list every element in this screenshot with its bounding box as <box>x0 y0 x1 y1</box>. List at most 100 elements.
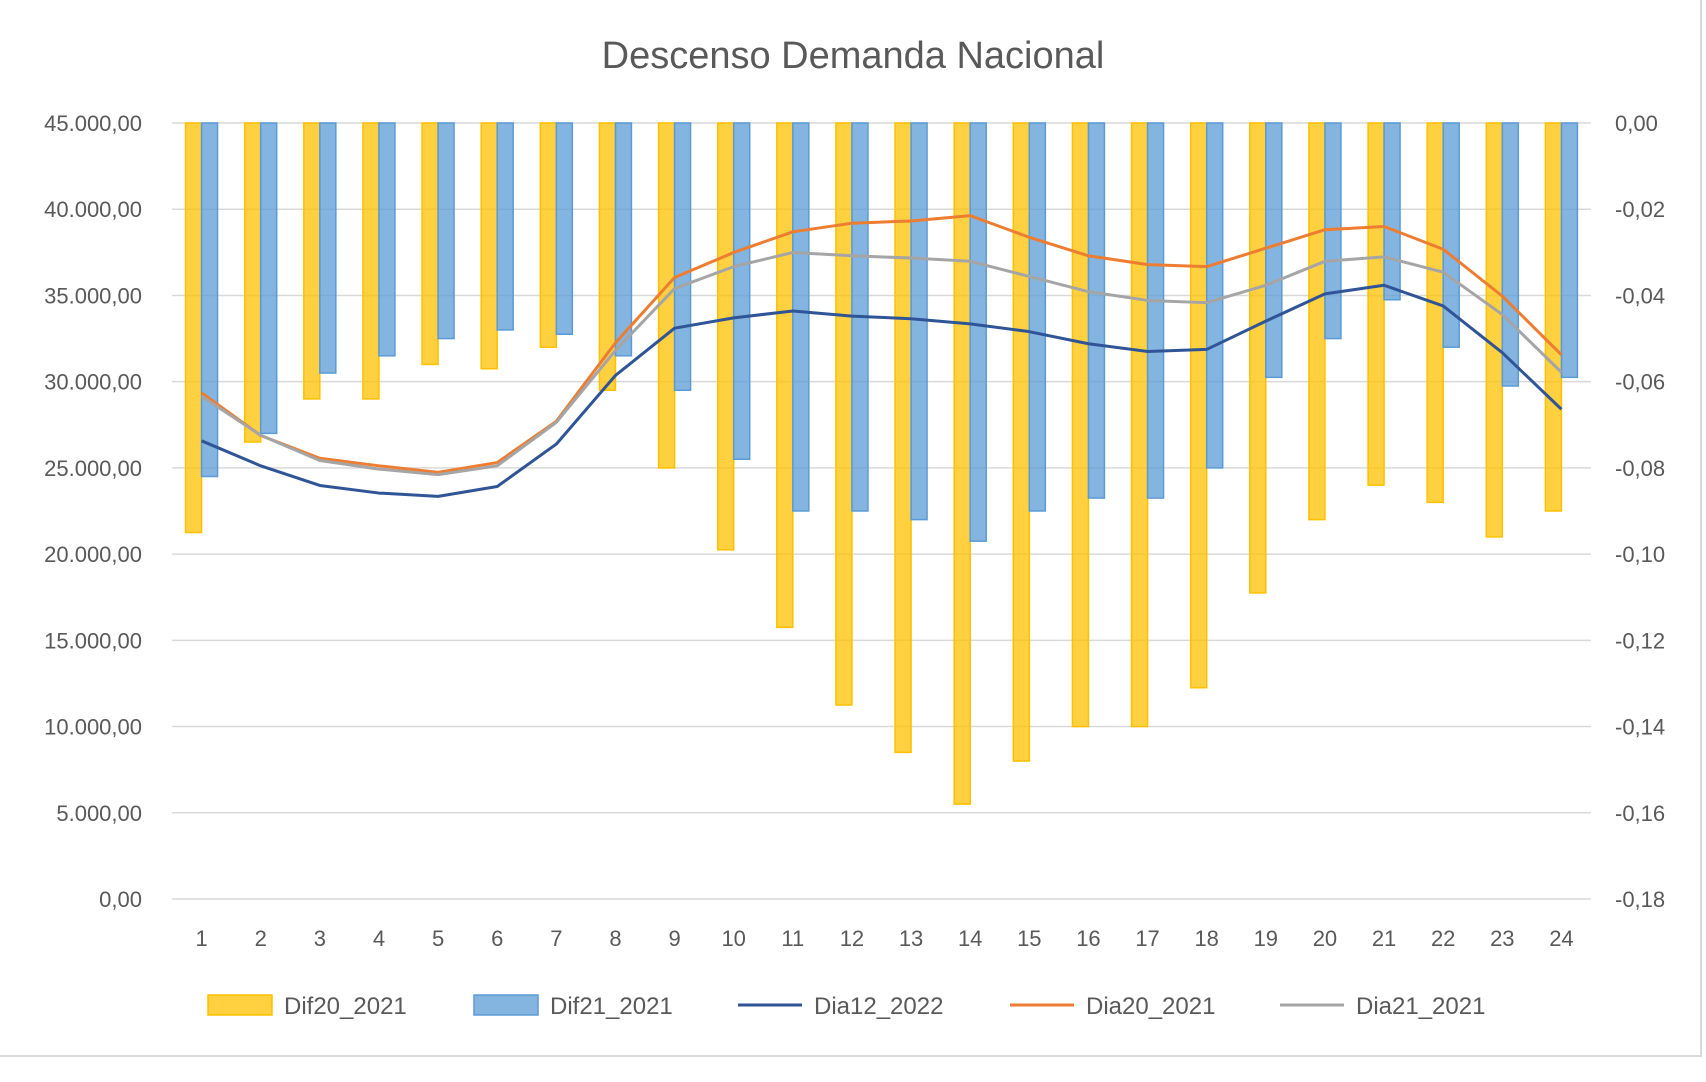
bar-Dif21_2021 <box>732 122 751 461</box>
y-left-tick-label: 35.000,00 <box>44 283 142 308</box>
y-left-tick-label: 30.000,00 <box>44 370 142 395</box>
bar-Dif20_2021 <box>1249 122 1267 594</box>
x-tick-label: 4 <box>373 926 385 951</box>
line-Dia21_2021 <box>200 251 1563 477</box>
y-left-tick-label: 10.000,00 <box>44 715 142 740</box>
bar-Dif20_2021 <box>421 122 439 366</box>
x-tick-label: 21 <box>1372 926 1396 951</box>
bar-Dif21_2021 <box>437 122 455 340</box>
legend-label: Dif20_2021 <box>284 993 407 1020</box>
y-left-tick-label: 20.000,00 <box>44 542 142 567</box>
y-right-tick-label: -0,12 <box>1615 628 1665 653</box>
bar-Dif21_2021 <box>1205 122 1224 469</box>
x-tick-label: 13 <box>899 926 923 951</box>
bar-Dif21_2021 <box>1265 122 1283 379</box>
y-left-tick-label: 25.000,00 <box>44 456 142 481</box>
bar-Dif20_2021 <box>835 122 853 706</box>
bar-Dif21_2021 <box>200 122 219 478</box>
bar-Dif21_2021 <box>1442 122 1460 348</box>
bar-Dif21_2021 <box>1028 122 1047 512</box>
x-tick-label: 16 <box>1076 926 1100 951</box>
bar-Dif21_2021 <box>614 122 633 357</box>
x-tick-label: 6 <box>491 926 503 951</box>
x-tick-label: 14 <box>958 926 982 951</box>
bar-Dif20_2021 <box>776 122 794 629</box>
bar-Dif20_2021 <box>953 122 971 805</box>
bar-Dif20_2021 <box>716 122 735 551</box>
x-tick-label: 15 <box>1017 926 1041 951</box>
bar-Dif21_2021 <box>555 122 574 335</box>
bar-Dif21_2021 <box>969 122 987 542</box>
lines <box>200 214 1563 498</box>
bar-Dif21_2021 <box>378 122 396 357</box>
bar-Dif20_2021 <box>1071 122 1090 728</box>
x-tick-label: 7 <box>550 926 562 951</box>
legend-swatch <box>473 994 539 1016</box>
bar-Dif20_2021 <box>243 122 262 443</box>
x-tick-label: 18 <box>1194 926 1218 951</box>
gridlines <box>172 122 1591 900</box>
bar-Dif20_2021 <box>1308 122 1326 521</box>
chart-title: Descenso Demanda Nacional <box>602 35 1105 77</box>
bars <box>184 122 1579 805</box>
x-tick-label: 8 <box>609 926 621 951</box>
bar-Dif21_2021 <box>673 122 692 392</box>
bar-Dif20_2021 <box>894 122 912 754</box>
y-right-tick-label: 0,00 <box>1615 111 1658 136</box>
bar-Dif21_2021 <box>259 122 278 435</box>
x-tick-label: 24 <box>1549 926 1573 951</box>
legend: Dif20_2021 Dif21_2021 Dia12_2022 Dia20_2021… <box>207 993 1485 1020</box>
bar-Dif21_2021 <box>1560 122 1579 379</box>
axes: 0,00 5.000,00 10.000,00 15.000,00 20.000,00 2… <box>44 111 1665 951</box>
x-tick-label: 22 <box>1431 926 1455 951</box>
y-right-tick-label: -0,04 <box>1615 283 1665 308</box>
y-right-tick-label: -0,06 <box>1615 370 1665 395</box>
bar-Dif20_2021 <box>1485 122 1504 538</box>
legend-swatch <box>207 994 273 1016</box>
bar-Dif20_2021 <box>303 122 321 400</box>
line-Dia20_2021 <box>200 214 1563 474</box>
y-right-tick-label: -0,16 <box>1615 801 1665 826</box>
y-left-tick-label: 45.000,00 <box>44 111 142 136</box>
y-right-tick-label: -0,10 <box>1615 542 1665 567</box>
line-Dia12_2022 <box>200 283 1563 498</box>
x-tick-label: 23 <box>1490 926 1514 951</box>
y-left-tick-label: 40.000,00 <box>44 197 142 222</box>
chart-frame <box>0 0 1702 1057</box>
y-left-tick-label: 5.000,00 <box>56 801 142 826</box>
bar-Dif20_2021 <box>539 122 558 348</box>
legend-label: Dia12_2022 <box>814 993 943 1020</box>
x-tick-label: 17 <box>1135 926 1159 951</box>
x-tick-label: 10 <box>721 926 745 951</box>
bar-Dif20_2021 <box>184 122 203 534</box>
y-right-tick-label: -0,18 <box>1615 887 1665 912</box>
bar-Dif20_2021 <box>1544 122 1563 512</box>
legend-label: Dia20_2021 <box>1086 993 1215 1020</box>
y-right-tick-label: -0,14 <box>1615 715 1665 740</box>
bar-Dif21_2021 <box>1087 122 1106 499</box>
bar-Dif21_2021 <box>1146 122 1165 499</box>
legend-label: Dia21_2021 <box>1356 993 1485 1020</box>
bar-Dif20_2021 <box>480 122 498 370</box>
bar-Dif21_2021 <box>792 122 810 512</box>
bar-Dif20_2021 <box>1012 122 1031 762</box>
bar-Dif20_2021 <box>1189 122 1208 689</box>
y-right-tick-label: -0,08 <box>1615 456 1665 481</box>
x-tick-label: 20 <box>1313 926 1337 951</box>
bar-Dif20_2021 <box>1426 122 1444 504</box>
bar-Dif20_2021 <box>362 122 380 400</box>
x-tick-label: 3 <box>314 926 326 951</box>
bar-Dif21_2021 <box>496 122 514 331</box>
x-tick-label: 11 <box>781 926 804 951</box>
y-left-tick-label: 15.000,00 <box>44 628 142 653</box>
bar-Dif21_2021 <box>1501 122 1520 387</box>
x-tick-label: 12 <box>840 926 864 951</box>
bar-Dif21_2021 <box>319 122 337 374</box>
y-right-tick-label: -0,02 <box>1615 197 1665 222</box>
bar-Dif20_2021 <box>1367 122 1385 486</box>
x-tick-label: 1 <box>195 926 207 951</box>
bar-Dif21_2021 <box>1383 122 1401 301</box>
x-tick-label: 19 <box>1254 926 1278 951</box>
x-tick-label: 9 <box>668 926 680 951</box>
